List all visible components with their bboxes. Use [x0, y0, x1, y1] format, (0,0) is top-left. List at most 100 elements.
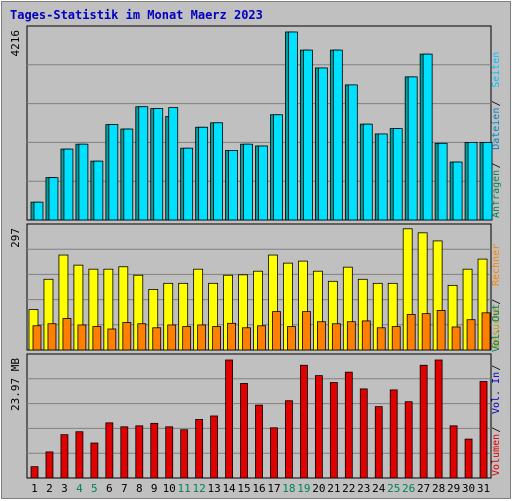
bar-rechner	[331, 323, 341, 351]
x-tick-label: 25	[387, 482, 400, 495]
bar-rechner	[212, 326, 222, 351]
bar-dateien	[228, 150, 238, 221]
bar-rechner	[62, 318, 72, 351]
bar-dateien	[288, 31, 298, 221]
bar-rechner	[137, 323, 147, 351]
bar-volumen	[255, 404, 263, 479]
bar-volumen	[479, 381, 488, 479]
bar-rechner	[272, 311, 281, 351]
bar-dateien	[198, 126, 209, 221]
x-tick-label: 11	[178, 482, 191, 495]
bar-dateien	[183, 147, 194, 221]
legend-rechner: Rechner	[491, 244, 502, 286]
bar-volumen	[240, 383, 248, 479]
bar-volumen	[404, 401, 413, 479]
legend-separator: /	[491, 299, 502, 305]
legend-volumen: Volumen	[491, 434, 502, 476]
bar-rechner	[436, 310, 446, 351]
x-tick-label: 5	[91, 482, 98, 495]
bar-volumen	[449, 425, 458, 479]
x-tick-label: 15	[237, 482, 250, 495]
bar-dateien	[78, 143, 89, 221]
bar-rechner	[167, 324, 177, 351]
bar-rechner	[361, 320, 371, 351]
bar-dateien	[332, 49, 343, 221]
x-tick-label: 9	[151, 482, 158, 495]
bar-dateien	[347, 84, 358, 221]
x-tick-label: 31	[477, 482, 490, 495]
bar-volumen	[165, 426, 174, 479]
bar-volumen	[225, 359, 233, 479]
bar-dateien	[482, 142, 493, 221]
x-tick-label: 19	[297, 482, 310, 495]
bar-rechner	[107, 328, 117, 351]
x-tick-label: 13	[207, 482, 220, 495]
bar-rechner	[197, 324, 207, 351]
bar-dateien	[273, 114, 283, 221]
legend-vol-out: Vol. Out	[491, 304, 502, 352]
x-tick-label: 18	[282, 482, 295, 495]
x-tick-label: 12	[193, 482, 206, 495]
bar-volumen	[105, 422, 114, 479]
x-tick-label: 21	[327, 482, 340, 495]
bar-rechner	[451, 326, 461, 351]
bar-dateien	[243, 143, 253, 221]
x-tick-label: 26	[402, 482, 415, 495]
legend-separator: /	[491, 427, 502, 433]
bar-volumen	[120, 426, 129, 479]
legend-vol-in: Vol. In	[491, 372, 502, 414]
bar-rechner	[421, 313, 431, 351]
panel-volume-ymax-label: 23.97 MB	[9, 358, 22, 411]
bar-dateien	[93, 160, 104, 221]
bar-rechner	[152, 327, 162, 351]
bar-volumen	[374, 406, 383, 479]
x-tick-label: 27	[417, 482, 430, 495]
x-tick-label: 22	[342, 482, 355, 495]
bar-volumen	[389, 389, 398, 479]
bar-rechner	[466, 319, 476, 351]
x-tick-label: 24	[372, 482, 386, 495]
bar-volumen	[419, 364, 428, 479]
bar-volumen	[344, 371, 353, 479]
bar-volumen	[45, 451, 54, 479]
bar-dateien	[48, 177, 59, 221]
bar-volumen	[30, 466, 39, 479]
x-tick-label: 20	[312, 482, 325, 495]
legend-dateien: Dateien	[491, 108, 502, 150]
legend-seiten: Seiten	[491, 52, 502, 88]
bar-rechner	[257, 325, 266, 351]
bar-rechner	[287, 326, 296, 351]
bar-dateien	[153, 108, 164, 221]
bar-volumen	[135, 425, 144, 479]
x-tick-label: 10	[163, 482, 176, 495]
bar-dateien	[392, 128, 403, 221]
x-tick-label: 30	[462, 482, 475, 495]
bar-volumen	[464, 438, 473, 479]
bar-rechner	[481, 312, 491, 351]
bar-volumen	[60, 434, 69, 479]
bar-dateien	[317, 67, 328, 221]
x-tick-label: 4	[76, 482, 83, 495]
bar-rechner	[32, 325, 42, 351]
bar-rechner	[346, 321, 356, 351]
legend-besuche: Besuche	[491, 306, 502, 348]
x-tick-label: 6	[106, 482, 113, 495]
x-tick-label: 29	[447, 482, 460, 495]
x-tick-label: 8	[136, 482, 143, 495]
x-tick-label: 17	[267, 482, 280, 495]
bar-rechner	[391, 326, 401, 351]
bar-volumen	[210, 415, 219, 479]
bar-dateien	[63, 148, 74, 221]
bar-dateien	[303, 49, 313, 221]
x-tick-label: 2	[46, 482, 53, 495]
bar-rechner	[47, 323, 57, 351]
bar-rechner	[406, 314, 416, 351]
bar-dateien	[437, 142, 448, 221]
bar-volumen	[285, 400, 293, 479]
bar-dateien	[407, 76, 418, 221]
x-tick-label: 16	[252, 482, 265, 495]
bar-dateien	[108, 124, 119, 221]
bar-volumen	[329, 382, 338, 479]
